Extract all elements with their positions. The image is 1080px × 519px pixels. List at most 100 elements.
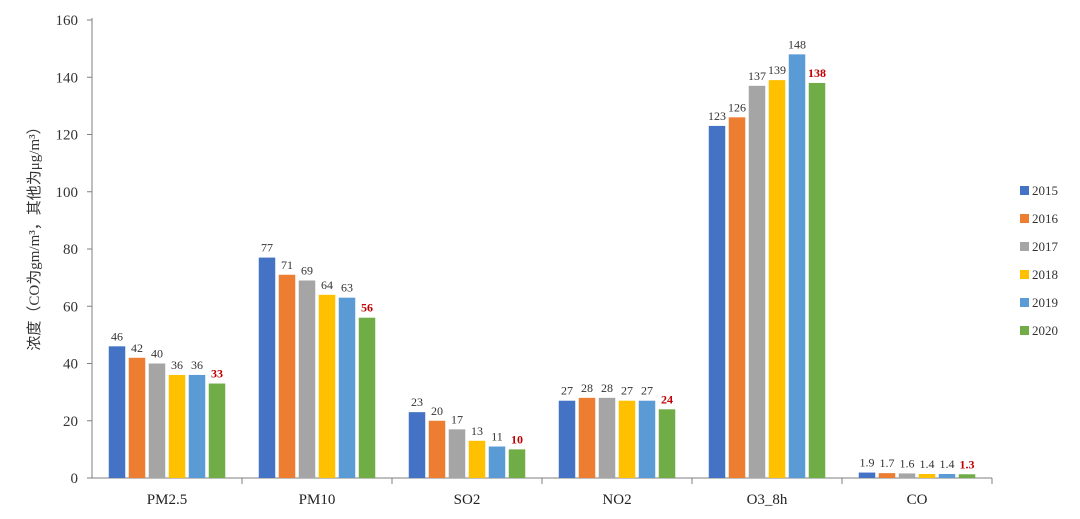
data-label: 137 [748,69,766,83]
data-label: 17 [451,412,463,426]
bar [788,54,806,478]
data-label: 46 [111,329,123,343]
bar [128,357,146,478]
bar [858,472,876,478]
bar [488,446,506,478]
bar [808,82,826,478]
bar [958,474,976,478]
legend-swatch [1020,214,1029,223]
legend-swatch [1020,326,1029,335]
bar [878,473,896,478]
bar [638,400,656,478]
bar [428,420,446,478]
bar [658,409,676,478]
bar [318,294,336,478]
y-tick-label: 0 [71,471,79,487]
axes: 0 20 40 60 80 100 120 140 160 PM2.5 PM10 SO2 NO2 O3_8… [56,13,993,508]
data-label: 69 [301,263,313,277]
x-tick-label: CO [907,492,928,508]
bar [598,397,616,478]
legend-label: 2016 [1032,211,1059,226]
bars [108,54,976,479]
legend-swatch [1020,270,1029,279]
y-tick-label: 140 [56,70,79,86]
data-labels: 46 42 40 36 36 33 77 71 69 64 63 56 23 20 17 13 11 10 27 28… [111,37,975,471]
y-tick-label: 120 [56,128,79,144]
x-tick-label: PM2.5 [147,492,187,508]
bar [558,400,576,478]
bar [748,85,766,479]
data-label: 1.4 [920,457,935,471]
x-tick-label: NO2 [602,492,631,508]
y-tick-label: 60 [63,299,78,315]
data-label: 64 [321,278,333,292]
data-label: 27 [641,384,653,398]
data-label: 56 [361,301,373,315]
data-label: 27 [621,384,633,398]
bar [258,257,276,478]
legend-label: 2018 [1032,267,1058,282]
bar [468,440,486,478]
data-label: 13 [471,424,483,438]
legend-label: 2017 [1032,239,1059,254]
bar [618,400,636,478]
bar [508,449,526,478]
data-label: 139 [768,63,786,77]
bar [358,317,376,478]
y-tick-label: 80 [63,242,78,258]
y-axis-label-group: 浓度（CO为gm/m³，其他为μg/m³） [26,119,43,350]
bar [938,473,956,478]
data-label: 42 [131,341,143,355]
data-label: 1.6 [900,456,915,470]
y-tick-label: 100 [56,185,79,201]
legend-label: 2015 [1032,183,1058,198]
data-label: 63 [341,281,353,295]
data-label: 40 [151,347,163,361]
legend-swatch [1020,186,1029,195]
data-label: 11 [491,430,503,444]
bar [188,374,206,478]
legend-label: 2020 [1032,323,1058,338]
data-label: 126 [728,100,746,114]
x-tick-label: PM10 [299,492,336,508]
data-label: 24 [661,392,673,406]
legend: 2015 2016 2017 2018 2019 2020 [1020,183,1059,338]
bar [338,297,356,478]
data-label: 28 [581,381,593,395]
data-label: 138 [808,66,826,80]
bar [148,363,166,478]
data-label: 1.7 [880,456,895,470]
data-label: 71 [281,258,293,272]
data-label: 148 [788,37,806,51]
bar [278,274,296,478]
data-label: 28 [601,381,613,395]
data-label: 1.4 [940,457,955,471]
bar [208,383,226,478]
bar [448,429,466,478]
data-label: 20 [431,404,443,418]
data-label: 1.3 [960,457,975,471]
bar [168,374,186,478]
legend-swatch [1020,298,1029,307]
data-label: 36 [171,358,183,372]
bar [898,473,916,478]
bar [768,80,786,479]
bar [578,397,596,478]
y-axis-label: 浓度（CO为gm/m³，其他为μg/m³） [26,119,43,350]
data-label: 77 [261,241,273,255]
bar [108,346,126,478]
legend-swatch [1020,242,1029,251]
x-tick-label: O3_8h [747,492,788,508]
bar [298,280,316,478]
data-label: 1.9 [860,456,875,470]
bar [708,125,726,478]
y-tick-label: 160 [56,13,79,29]
data-label: 123 [708,109,726,123]
bar [408,412,426,478]
data-label: 36 [191,358,203,372]
bar [728,117,746,478]
y-tick-label: 40 [63,357,78,373]
data-label: 23 [411,395,423,409]
